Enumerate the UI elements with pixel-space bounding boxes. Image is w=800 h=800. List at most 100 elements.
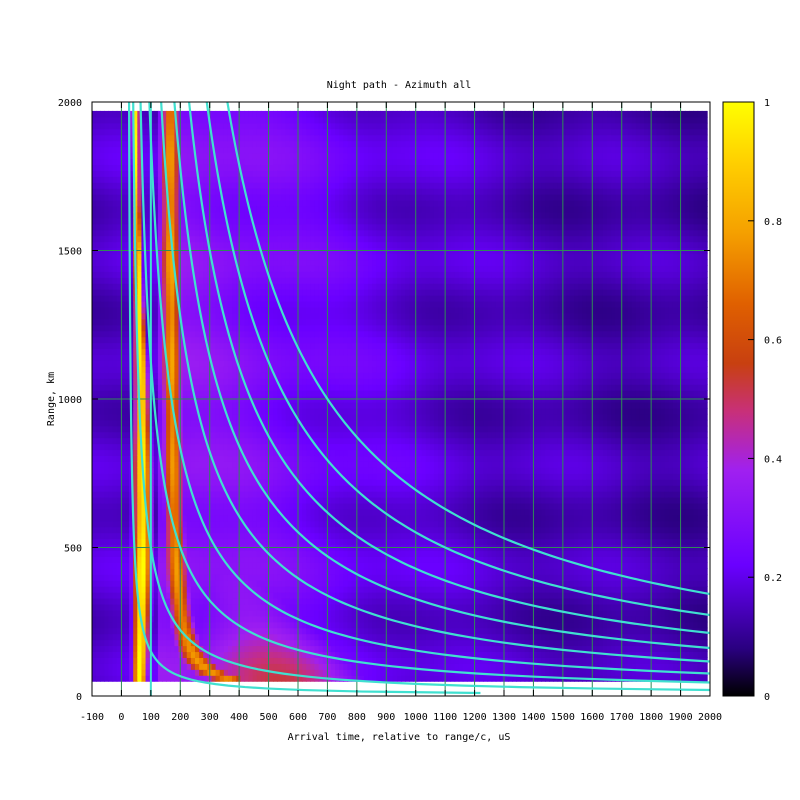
heatmap-cell	[166, 300, 171, 308]
heatmap-cell	[240, 259, 246, 266]
heatmap-cell	[100, 467, 105, 474]
heatmap-cell	[298, 675, 303, 682]
heatmap-cell	[260, 378, 266, 385]
heatmap-cell	[256, 431, 262, 439]
heatmap-cell	[236, 200, 241, 207]
heatmap-cell	[149, 324, 155, 332]
heatmap-cell	[227, 241, 233, 249]
heatmap-cell	[100, 633, 105, 641]
heatmap-cell	[108, 455, 114, 462]
heatmap-cell	[186, 146, 192, 154]
heatmap-cell	[190, 473, 196, 480]
heatmap-cell	[244, 502, 250, 510]
heatmap-cell	[232, 241, 237, 249]
heatmap-cell	[149, 407, 155, 415]
heatmap-cell	[120, 360, 126, 367]
heatmap-cell	[289, 295, 295, 302]
heatmap-cell	[190, 116, 196, 124]
heatmap-cell	[92, 348, 97, 356]
heatmap-cell	[265, 443, 270, 451]
heatmap-cell	[162, 639, 167, 647]
heatmap-cell	[162, 449, 167, 457]
heatmap-cell	[285, 645, 291, 653]
heatmap-cell	[96, 407, 101, 415]
heatmap-cell	[104, 574, 110, 581]
heatmap-cell	[252, 318, 258, 326]
heatmap-cell	[108, 164, 114, 171]
heatmap-cell	[153, 675, 159, 682]
heatmap-cell	[178, 532, 184, 540]
heatmap-cell	[248, 223, 254, 231]
heatmap-cell	[129, 241, 134, 249]
heatmap-cell	[298, 200, 303, 207]
heatmap-cell	[129, 271, 134, 278]
heatmap-cell	[92, 574, 97, 581]
heatmap-cell	[112, 324, 118, 332]
heatmap-cell	[227, 556, 233, 563]
heatmap-cell	[248, 479, 254, 486]
heatmap-cell	[133, 497, 138, 504]
heatmap-cell	[92, 336, 97, 344]
heatmap-cell	[260, 318, 266, 326]
heatmap-cell	[186, 633, 192, 641]
heatmap-cell	[302, 354, 307, 361]
heatmap-cell	[195, 645, 200, 653]
heatmap-cell	[227, 473, 233, 480]
heatmap-cell	[100, 419, 105, 427]
heatmap-cell	[100, 621, 105, 629]
heatmap-cell	[120, 235, 126, 243]
heatmap-cell	[116, 485, 122, 492]
heatmap-cell	[162, 627, 167, 635]
heatmap-cell	[162, 657, 167, 664]
heatmap-cell	[104, 556, 110, 563]
heatmap-cell	[252, 194, 258, 201]
heatmap-cell	[260, 639, 266, 647]
heatmap-cell	[190, 437, 196, 445]
heatmap-cell	[211, 158, 217, 165]
heatmap-cell	[223, 205, 229, 213]
heatmap-cell	[92, 324, 97, 332]
heatmap-cell	[244, 485, 250, 492]
heatmap-cell	[170, 502, 175, 510]
heatmap-cell	[240, 407, 246, 415]
heatmap-cell	[166, 217, 171, 225]
heatmap-cell	[302, 633, 307, 641]
heatmap-cell	[269, 200, 274, 207]
heatmap-cell	[149, 413, 155, 421]
heatmap-cell	[273, 574, 278, 581]
heatmap-cell	[281, 354, 287, 361]
heatmap-cell	[293, 532, 299, 540]
heatmap-cell	[252, 574, 258, 581]
heatmap-cell	[252, 265, 258, 272]
heatmap-cell	[223, 514, 229, 522]
heatmap-cell	[265, 491, 270, 498]
heatmap-cell	[166, 675, 171, 682]
heatmap-cell	[174, 235, 180, 243]
heatmap-cell	[166, 425, 171, 433]
heatmap-cell	[256, 354, 262, 361]
heatmap-cell	[256, 491, 262, 498]
heatmap-cell	[162, 271, 167, 278]
heatmap-cell	[129, 568, 134, 575]
heatmap-cell	[227, 306, 233, 314]
heatmap-cell	[289, 413, 295, 421]
heatmap-cell	[302, 407, 307, 415]
heatmap-cell	[236, 532, 241, 540]
heatmap-cell	[186, 526, 192, 534]
heatmap-cell	[219, 413, 225, 421]
heatmap-cell	[190, 407, 196, 415]
heatmap-cell	[269, 538, 274, 546]
heatmap-cell	[149, 128, 155, 136]
heatmap-cell	[170, 378, 175, 385]
heatmap-cell	[153, 312, 159, 320]
heatmap-cell	[302, 645, 307, 653]
heatmap-cell	[96, 568, 101, 575]
heatmap-cell	[256, 657, 262, 664]
heatmap-cell	[141, 538, 147, 546]
heatmap-cell	[203, 407, 208, 415]
heatmap-cell	[248, 200, 254, 207]
heatmap-cell	[240, 366, 246, 373]
heatmap-cell	[302, 295, 307, 302]
heatmap-cell	[203, 128, 208, 136]
heatmap-cell	[215, 645, 221, 653]
